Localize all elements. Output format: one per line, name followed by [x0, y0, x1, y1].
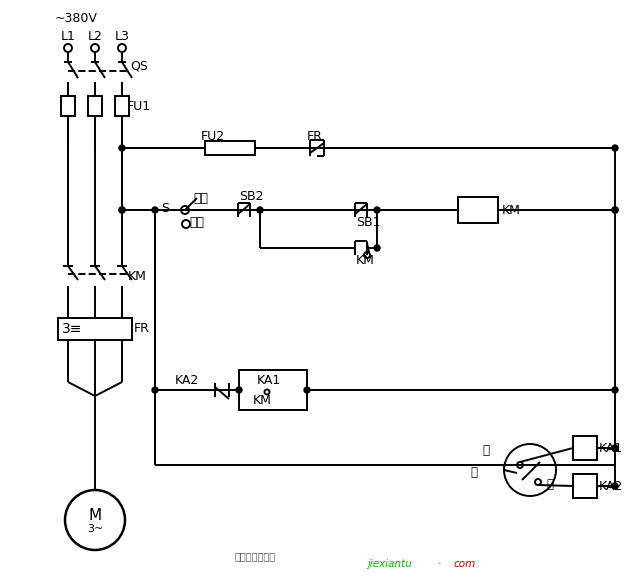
Text: 自动: 自动	[189, 216, 204, 230]
Circle shape	[304, 387, 310, 393]
Text: 低: 低	[482, 444, 489, 456]
Text: ·: ·	[438, 559, 442, 569]
Text: FR: FR	[307, 130, 323, 142]
Text: FU2: FU2	[201, 131, 225, 144]
Circle shape	[612, 207, 618, 213]
Circle shape	[374, 207, 380, 213]
Bar	[115, 96, 129, 116]
Text: 3~: 3~	[87, 524, 103, 534]
Text: FR: FR	[134, 322, 150, 336]
Circle shape	[612, 445, 618, 451]
Text: L3: L3	[115, 29, 130, 43]
Circle shape	[152, 207, 158, 213]
Text: com: com	[454, 559, 476, 569]
Text: SB2: SB2	[239, 190, 264, 203]
Circle shape	[612, 483, 618, 489]
Circle shape	[119, 145, 125, 151]
Bar	[88, 96, 102, 116]
Circle shape	[612, 387, 618, 393]
Circle shape	[119, 207, 125, 213]
Text: S: S	[161, 203, 169, 216]
Text: 中: 中	[470, 466, 477, 479]
Text: 头条创业工技术: 头条创业工技术	[234, 551, 276, 561]
Bar	[239, 370, 307, 410]
Circle shape	[152, 387, 158, 393]
Text: 高: 高	[546, 478, 553, 490]
Text: L1: L1	[61, 29, 76, 43]
Text: KM: KM	[128, 270, 147, 282]
Text: KA2: KA2	[175, 373, 199, 387]
Text: L2: L2	[88, 29, 103, 43]
Text: KA1: KA1	[599, 441, 623, 455]
Text: jiexiantu: jiexiantu	[367, 559, 412, 569]
Text: KA2: KA2	[599, 479, 623, 492]
Circle shape	[236, 387, 242, 393]
Circle shape	[119, 207, 125, 213]
Text: SB1: SB1	[356, 216, 381, 230]
Text: M: M	[88, 507, 102, 523]
Text: KM: KM	[356, 254, 375, 267]
Text: 3≡: 3≡	[62, 322, 83, 336]
Circle shape	[612, 145, 618, 151]
Bar	[205, 141, 255, 155]
Bar	[458, 197, 498, 223]
Text: KM: KM	[502, 203, 521, 216]
Circle shape	[374, 245, 380, 251]
Bar	[58, 318, 132, 340]
Text: ~380V: ~380V	[55, 12, 98, 25]
Text: 手动: 手动	[193, 192, 208, 206]
Bar	[61, 96, 75, 116]
Circle shape	[257, 207, 263, 213]
Text: QS: QS	[130, 60, 148, 73]
Text: FU1: FU1	[127, 100, 151, 113]
Circle shape	[612, 207, 618, 213]
Text: KA1: KA1	[257, 374, 281, 387]
Bar	[573, 474, 597, 498]
Text: KM: KM	[253, 394, 272, 407]
Bar	[573, 436, 597, 460]
